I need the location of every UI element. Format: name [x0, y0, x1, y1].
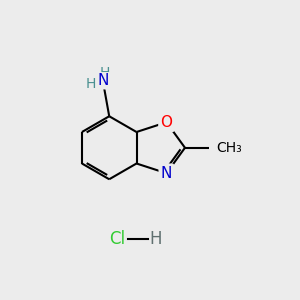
Text: Cl: Cl	[109, 230, 125, 247]
Text: H: H	[100, 66, 110, 80]
Text: H: H	[86, 77, 96, 91]
Text: N: N	[98, 73, 109, 88]
Text: H: H	[150, 230, 162, 247]
Text: N: N	[161, 166, 172, 181]
Text: O: O	[160, 115, 172, 130]
Text: CH₃: CH₃	[216, 141, 242, 155]
